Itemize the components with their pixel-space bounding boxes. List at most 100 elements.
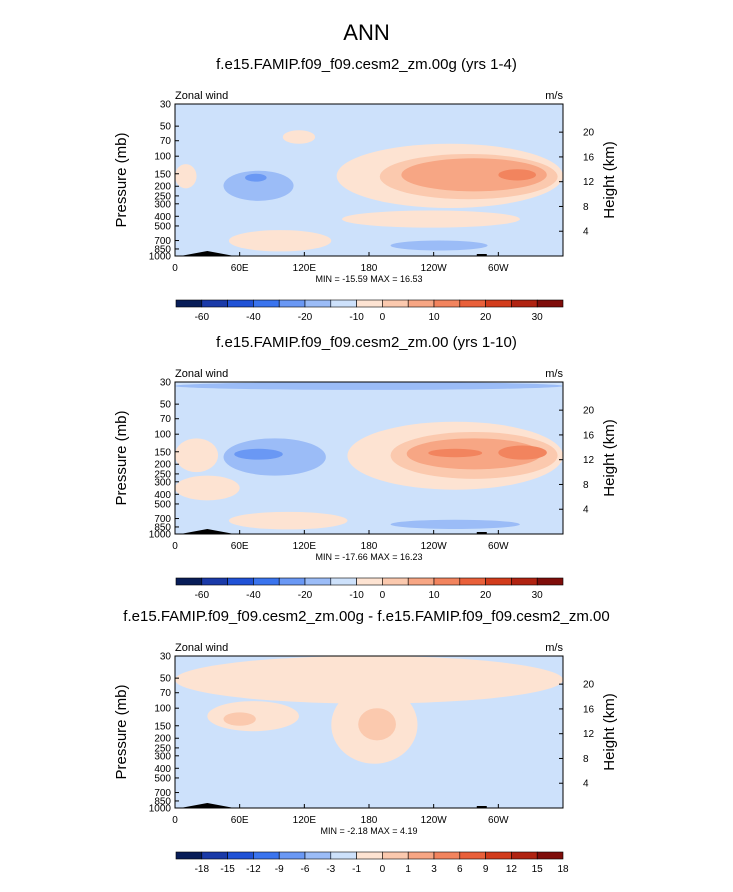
topography xyxy=(180,251,235,256)
y2-tick-label: 8 xyxy=(583,202,589,213)
colorbar-box xyxy=(253,851,280,860)
left-label: Zonal wind xyxy=(175,90,228,102)
y-tick-label: 150 xyxy=(154,169,171,180)
colorbar-box xyxy=(227,577,254,586)
colorbar-box xyxy=(227,299,254,308)
panel-title: f.e15.FAMIP.f09_f09.cesm2_zm.00g (yrs 1-… xyxy=(216,56,517,73)
colorbar-label: 9 xyxy=(483,864,489,875)
colorbar-box xyxy=(330,577,357,586)
y2-tick-label: 4 xyxy=(583,227,589,238)
y-tick-label: 700 xyxy=(154,788,171,799)
colorbar-box xyxy=(382,851,409,860)
y2-axis-label: Height (km) xyxy=(601,419,618,497)
colorbar-label: -10 xyxy=(349,312,364,323)
colorbar-label: -10 xyxy=(349,590,364,601)
y2-tick-label: 20 xyxy=(583,128,595,139)
contour-region xyxy=(444,793,510,803)
colorbar-box xyxy=(485,851,512,860)
y-tick-label: 50 xyxy=(160,400,172,411)
colorbar-box xyxy=(485,577,512,586)
colorbar-label: 0 xyxy=(380,864,386,875)
x-tick-label: 120W xyxy=(421,541,448,552)
contour-region xyxy=(390,519,520,529)
colorbar-label: -60 xyxy=(195,590,210,601)
colorbar-box xyxy=(433,851,461,860)
y-tick-label: 400 xyxy=(154,212,171,223)
colorbar-box xyxy=(511,299,538,308)
colorbar-label: 30 xyxy=(532,312,544,323)
y-tick-label: 250 xyxy=(154,469,171,480)
colorbar-box xyxy=(536,851,564,860)
colorbar-box xyxy=(536,299,564,308)
x-tick-label: 180 xyxy=(361,263,378,274)
colorbar-box xyxy=(433,577,461,586)
colorbar-box xyxy=(356,299,383,308)
x-tick-label: 0 xyxy=(172,815,178,826)
y-tick-label: 50 xyxy=(160,674,172,685)
contour-region xyxy=(390,240,488,251)
colorbar-label: -12 xyxy=(246,864,261,875)
y-axis-label: Pressure (mb) xyxy=(113,684,130,779)
y2-tick-label: 12 xyxy=(583,729,595,740)
colorbar-box xyxy=(536,577,564,586)
colorbar-label: 20 xyxy=(480,312,492,323)
contour-region xyxy=(175,792,272,804)
colorbar-label: 10 xyxy=(428,590,440,601)
y-tick-label: 400 xyxy=(154,490,171,501)
y-tick-label: 200 xyxy=(154,182,171,193)
y-tick-label: 700 xyxy=(154,514,171,525)
colorbar-box xyxy=(304,299,332,308)
contour-region xyxy=(185,733,235,771)
contour-chart: Zonal wind m/s305070100150200250300400500… xyxy=(113,368,618,601)
x-tick-label: 180 xyxy=(361,541,378,552)
y-tick-label: 300 xyxy=(154,751,171,762)
colorbar-box xyxy=(201,851,228,860)
colorbar-label: -60 xyxy=(195,312,210,323)
contour-region xyxy=(498,445,547,460)
colorbar-box xyxy=(459,299,486,308)
contour-region xyxy=(228,511,348,530)
panel-middle: f.e15.FAMIP.f09_f09.cesm2_zm.00 (yrs 1-1… xyxy=(0,334,733,604)
colorbar-box xyxy=(356,577,383,586)
colorbar-box xyxy=(382,577,409,586)
y-tick-label: 200 xyxy=(154,460,171,471)
colorbar-box xyxy=(227,851,254,860)
y2-tick-label: 4 xyxy=(583,779,589,790)
colorbar-label: 20 xyxy=(480,590,492,601)
y-tick-label: 700 xyxy=(154,236,171,247)
colorbar-label: -3 xyxy=(326,864,335,875)
contour-region xyxy=(342,210,520,228)
x-tick-label: 120W xyxy=(421,815,448,826)
contour-region xyxy=(228,230,332,252)
y-tick-label: 30 xyxy=(160,100,172,111)
y-axis-label: Pressure (mb) xyxy=(113,410,130,505)
right-label: m/s xyxy=(545,90,563,102)
y-tick-label: 70 xyxy=(160,414,172,425)
y2-tick-label: 16 xyxy=(583,152,595,163)
x-tick-label: 0 xyxy=(172,541,178,552)
colorbar-box xyxy=(330,299,357,308)
panel-bottom: f.e15.FAMIP.f09_f09.cesm2_zm.00g - f.e15… xyxy=(0,608,733,878)
y2-tick-label: 12 xyxy=(583,177,595,188)
colorbar-box xyxy=(433,299,461,308)
y-axis-label: Pressure (mb) xyxy=(113,132,130,227)
colorbar-box xyxy=(253,577,280,586)
colorbar-box xyxy=(253,299,280,308)
colorbar-box xyxy=(278,299,306,308)
colorbar-label: 18 xyxy=(557,864,569,875)
contour-region xyxy=(282,130,316,144)
y2-tick-label: 16 xyxy=(583,430,595,441)
colorbar-box xyxy=(511,851,538,860)
min-max-stats: MIN = -2.18 MAX = 4.19 xyxy=(320,826,417,836)
colorbar-box xyxy=(175,851,203,860)
x-tick-label: 120W xyxy=(421,263,448,274)
colorbar-label: -1 xyxy=(352,864,361,875)
contour-region xyxy=(358,708,396,741)
x-tick-label: 180 xyxy=(361,815,378,826)
x-tick-label: 120E xyxy=(293,263,317,274)
y2-tick-label: 20 xyxy=(583,680,595,691)
contour-region xyxy=(175,475,240,501)
colorbar-label: -15 xyxy=(220,864,235,875)
contour-chart: Zonal wind m/s305070100150200250300400500… xyxy=(113,90,618,323)
colorbar-box xyxy=(304,851,332,860)
